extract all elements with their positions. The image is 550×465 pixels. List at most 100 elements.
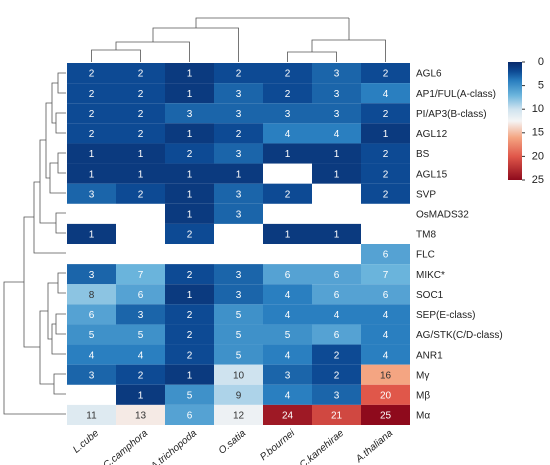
cell-label: 1 <box>383 129 389 140</box>
cell-label: 3 <box>285 109 291 120</box>
cell-label: 1 <box>187 69 193 80</box>
cell-label: 5 <box>236 350 242 361</box>
cell <box>165 304 214 325</box>
row-label: MIKC* <box>416 270 445 281</box>
cell-label: 3 <box>334 109 340 120</box>
cell <box>116 103 165 124</box>
cell-label: 3 <box>236 149 242 160</box>
cell <box>361 183 410 204</box>
cell <box>165 284 214 305</box>
cell-label: 24 <box>282 411 294 422</box>
cell <box>263 143 312 164</box>
cell-label: 16 <box>380 370 392 381</box>
cell-label: 1 <box>89 230 95 241</box>
cell-label: 10 <box>233 370 245 381</box>
cell-label: 25 <box>380 411 392 422</box>
column-label: C.kanehirae <box>298 428 347 465</box>
cell-label: 6 <box>334 270 340 281</box>
cell-label: 4 <box>383 350 389 361</box>
cell-label: 1 <box>89 169 95 180</box>
colorbar <box>508 62 522 180</box>
cell <box>361 384 410 405</box>
cell-label: 3 <box>236 109 242 120</box>
cell <box>116 404 165 425</box>
cell-label: 9 <box>236 390 242 401</box>
cell-label: 4 <box>285 129 291 140</box>
cell-label: 4 <box>138 350 144 361</box>
cell-label: 1 <box>187 290 193 301</box>
row-label: FLC <box>416 250 435 261</box>
cell-label: 1 <box>187 370 193 381</box>
cell <box>263 404 312 425</box>
cell-label: 1 <box>138 169 144 180</box>
cell-label: 4 <box>383 310 389 321</box>
cell <box>116 364 165 385</box>
cell <box>165 384 214 405</box>
cell <box>214 264 263 285</box>
column-label: L.cube <box>71 428 101 456</box>
cell <box>116 344 165 365</box>
cell-label: 6 <box>383 290 389 301</box>
cell <box>361 63 410 84</box>
cell-label: 1 <box>187 89 193 100</box>
row-dendrogram <box>3 72 66 415</box>
cell <box>263 304 312 325</box>
cell <box>67 63 116 84</box>
cell-label: 2 <box>236 69 242 80</box>
cell-label: 4 <box>285 310 291 321</box>
cell-label: 2 <box>285 89 291 100</box>
cell <box>263 123 312 144</box>
cell-label: 6 <box>187 411 193 422</box>
cell <box>116 304 165 325</box>
cell <box>165 344 214 365</box>
column-label: C.camphora <box>101 428 150 465</box>
cell-label: 1 <box>334 230 340 241</box>
cell <box>312 63 361 84</box>
cell-label: 4 <box>383 330 389 341</box>
cell <box>214 304 263 325</box>
cell-label: 21 <box>331 411 343 422</box>
cell-label: 2 <box>383 109 389 120</box>
cell <box>361 284 410 305</box>
cell <box>67 264 116 285</box>
cell <box>361 103 410 124</box>
cell-label: 1 <box>89 149 95 160</box>
cell <box>361 364 410 385</box>
cell-label: 2 <box>187 330 193 341</box>
cell <box>312 364 361 385</box>
row-label: OsMADS32 <box>416 209 469 220</box>
cell <box>67 143 116 164</box>
row-label: SOC1 <box>416 290 444 301</box>
row-label: Mα <box>416 411 430 422</box>
cell-label: 1 <box>187 129 193 140</box>
cell <box>67 284 116 305</box>
cell <box>67 344 116 365</box>
cell-label: 8 <box>89 290 95 301</box>
cell-label: 2 <box>138 69 144 80</box>
cell <box>165 183 214 204</box>
cell <box>116 143 165 164</box>
cell-label: 1 <box>187 209 193 220</box>
row-label: Mγ <box>416 370 429 381</box>
row-label: BS <box>416 149 430 160</box>
cell-label: 3 <box>334 69 340 80</box>
cell <box>263 183 312 204</box>
cell <box>312 384 361 405</box>
cell-label: 2 <box>138 109 144 120</box>
cell <box>165 364 214 385</box>
cell-label: 1 <box>187 189 193 200</box>
cell-label: 13 <box>135 411 147 422</box>
cell <box>214 183 263 204</box>
cell-label: 4 <box>285 350 291 361</box>
cell <box>165 404 214 425</box>
row-label: AG/STK(C/D-class) <box>416 330 503 341</box>
cell <box>312 304 361 325</box>
cell-label: 5 <box>236 330 242 341</box>
cell <box>312 404 361 425</box>
cell <box>263 364 312 385</box>
cell <box>263 384 312 405</box>
cell-label: 3 <box>89 189 95 200</box>
cell <box>263 264 312 285</box>
cell-label: 3 <box>334 390 340 401</box>
cell <box>361 264 410 285</box>
